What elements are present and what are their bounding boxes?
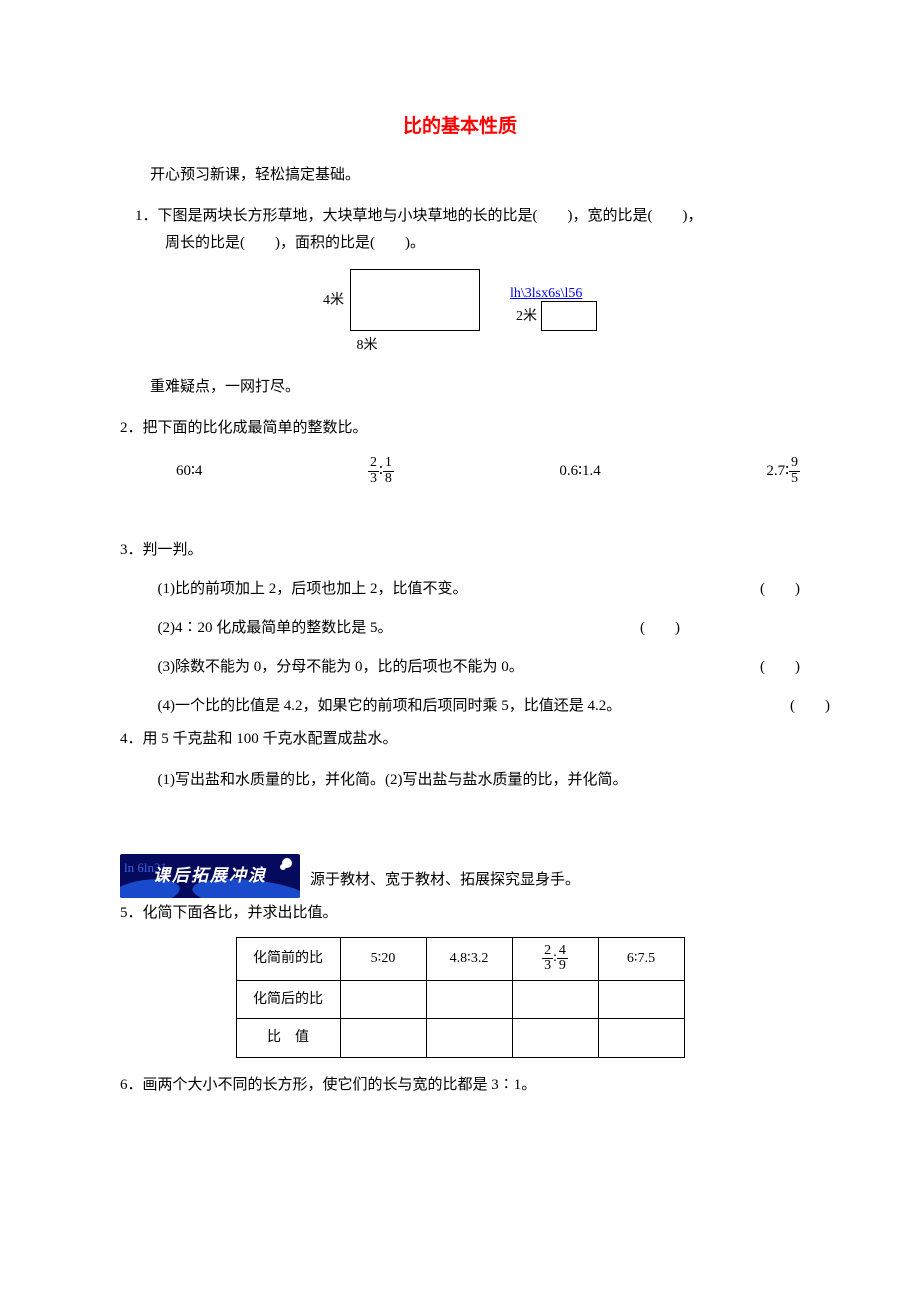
big-rect-width-label: 8米	[302, 333, 432, 358]
small-rect-height-label: 2米	[516, 304, 537, 329]
fraction-icon: 23	[542, 944, 553, 974]
table-cell: 6∶7.5	[598, 937, 684, 980]
table-header-cell: 化简前的比	[236, 937, 340, 980]
q3-row-1: (1)比的前项加上 2，后项也加上 2，比值不变。 ( )	[158, 576, 801, 603]
q2-item-1: 60∶4	[176, 456, 202, 486]
q3-row-4: (4)一个比的比值是 4.2，如果它的前项和后项同时乘 5，比值还是 4.2。 …	[158, 693, 831, 720]
table-cell: 23∶49	[512, 937, 598, 980]
banner-image: ln 6ln31 课后拓展冲浪	[120, 854, 300, 898]
table-header-cell: 化简后的比	[236, 981, 340, 1019]
question-2: 2．把下面的比化成最简单的整数比。	[120, 415, 800, 442]
q2-number: 2．	[120, 420, 143, 436]
page-title: 比的基本性质	[120, 110, 800, 144]
banner-label: 课后拓展冲浪	[120, 854, 300, 898]
paren-blank: ( )	[790, 693, 830, 720]
table-cell	[598, 1019, 684, 1057]
paren-blank: ( )	[760, 576, 800, 603]
q3-item-2: (2)4∶20 化成最简单的整数比是 5。	[158, 615, 641, 642]
q3-item-4: (4)一个比的比值是 4.2，如果它的前项和后项同时乘 5，比值还是 4.2。	[158, 693, 791, 720]
q6-text: 画两个大小不同的长方形，使它们的长与宽的比都是 3∶1。	[143, 1077, 537, 1093]
paren-blank: ( )	[640, 615, 680, 642]
q4-subparts: (1)写出盐和水质量的比，并化简。(2)写出盐与盐水质量的比，并化简。	[120, 767, 800, 794]
big-rectangle-group: 4米	[323, 269, 480, 331]
big-rect-height-label: 4米	[323, 288, 344, 313]
q2-ratio-row: 60∶4 23 ∶ 18 0.6∶1.4 2.7∶ 95	[120, 450, 800, 536]
fraction-icon: 18	[383, 456, 394, 486]
table-cell	[512, 1019, 598, 1057]
q2-text: 把下面的比化成最简单的整数比。	[143, 420, 368, 436]
table-cell	[426, 981, 512, 1019]
q2-item-2: 23 ∶ 18	[368, 456, 394, 486]
q2-item-3: 0.6∶1.4	[559, 456, 600, 486]
section-2-note: 重难疑点，一网打尽。	[120, 374, 800, 401]
simplify-table: 化简前的比 5∶20 4.8∶3.2 23∶49 6∶7.5 化简后的比 比 值	[236, 937, 685, 1058]
table-row: 比 值	[236, 1019, 684, 1057]
table-row: 化简后的比	[236, 981, 684, 1019]
paren-blank: ( )	[760, 654, 800, 681]
q3-text: 判一判。	[143, 542, 203, 558]
q1-number: 1．	[135, 208, 158, 224]
table-cell	[512, 981, 598, 1019]
table-header-cell: 比 值	[236, 1019, 340, 1057]
question-1: 1．下图是两块长方形草地，大块草地与小块草地的长的比是( )，宽的比是( )， …	[120, 203, 800, 257]
table-cell	[340, 981, 426, 1019]
fraction-icon: 49	[557, 944, 568, 974]
q3-row-3: (3)除数不能为 0，分母不能为 0，比的后项也不能为 0。 ( )	[158, 654, 801, 681]
q4-text: 用 5 千克盐和 100 千克水配置成盐水。	[143, 731, 398, 747]
q5-number: 5．	[120, 905, 143, 921]
table-cell: 5∶20	[340, 937, 426, 980]
question-3: 3．判一判。	[120, 537, 800, 564]
q5-text: 化简下面各比，并求出比值。	[143, 905, 338, 921]
question-6: 6．画两个大小不同的长方形，使它们的长与宽的比都是 3∶1。	[120, 1072, 800, 1099]
sparkle-icon	[282, 858, 292, 868]
q3-item-3: (3)除数不能为 0，分母不能为 0，比的后项也不能为 0。	[158, 654, 761, 681]
banner-caption: 源于教材、宽于教材、拓展探究显身手。	[310, 867, 580, 898]
fraction-icon: 95	[789, 456, 800, 486]
question-5: 5．化简下面各比，并求出比值。	[120, 900, 800, 927]
q3-list: (1)比的前项加上 2，后项也加上 2，比值不变。 ( ) (2)4∶20 化成…	[120, 576, 800, 720]
table-row: 化简前的比 5∶20 4.8∶3.2 23∶49 6∶7.5	[236, 937, 684, 980]
q1-line1: 下图是两块长方形草地，大块草地与小块草地的长的比是( )，宽的比是( )，	[158, 208, 703, 224]
q2-item-4-prefix: 2.7∶	[766, 458, 789, 485]
q3-number: 3．	[120, 542, 143, 558]
banner-row: ln 6ln31 课后拓展冲浪 源于教材、宽于教材、拓展探究显身手。	[120, 854, 800, 898]
q1-line2: 周长的比是( )，面积的比是( )。	[135, 230, 800, 257]
rectangles-diagram: 4米 lh\3lsx6s\l56 2米 8米	[120, 269, 800, 358]
table-cell	[426, 1019, 512, 1057]
diagram-artifact-text: lh\3lsx6s\l56	[510, 281, 582, 306]
q2-item-4: 2.7∶ 95	[766, 456, 800, 486]
q4-number: 4．	[120, 731, 143, 747]
small-rectangle-group: lh\3lsx6s\l56 2米	[516, 301, 597, 331]
big-rectangle	[350, 269, 480, 331]
intro-text: 开心预习新课，轻松搞定基础。	[120, 162, 800, 189]
fraction-icon: 23	[368, 456, 379, 486]
q6-number: 6．	[120, 1077, 143, 1093]
question-4: 4．用 5 千克盐和 100 千克水配置成盐水。	[120, 726, 800, 753]
table-cell	[340, 1019, 426, 1057]
q3-item-1: (1)比的前项加上 2，后项也加上 2，比值不变。	[158, 576, 761, 603]
table-cell	[598, 981, 684, 1019]
table-cell: 4.8∶3.2	[426, 937, 512, 980]
q3-row-2: (2)4∶20 化成最简单的整数比是 5。 ( )	[158, 615, 801, 642]
